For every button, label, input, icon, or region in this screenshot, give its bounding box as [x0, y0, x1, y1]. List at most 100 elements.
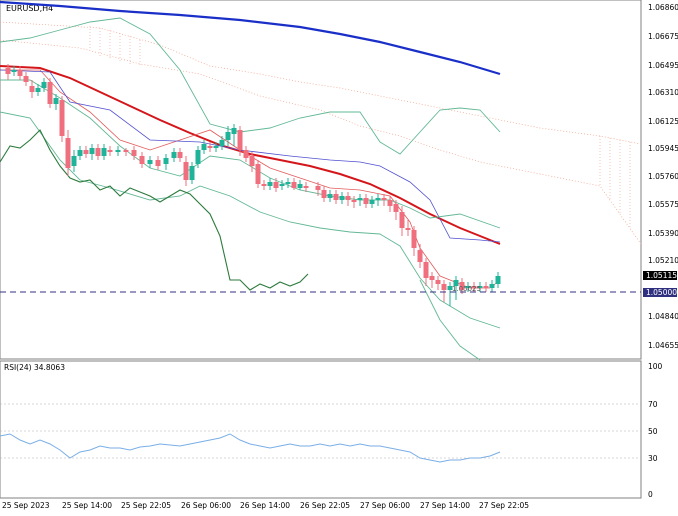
candle-body [231, 128, 237, 134]
ichimoku-cloud-hatch [89, 26, 631, 228]
candle-body [255, 164, 261, 184]
symbol-label: EURUSD,H4 [6, 4, 53, 13]
price-tick: 1.05575 [648, 200, 678, 209]
candle-body [177, 152, 183, 158]
rsi-title: RSI(24) 34.8063 [4, 363, 65, 372]
candle-body [77, 150, 83, 156]
candle-body [495, 276, 501, 284]
candle-body [261, 184, 267, 186]
candle-body [351, 200, 357, 202]
candle-body [441, 284, 447, 290]
candle-body [321, 190, 327, 198]
price-axis: 1.06860 1.06675 1.06495 1.06310 1.06125 … [452, 3, 678, 350]
candle-body [339, 196, 345, 200]
candle-body [399, 212, 405, 228]
time-tick: 26 Sep 06:00 [181, 501, 231, 510]
candle-body [171, 152, 177, 158]
candle-body [267, 182, 273, 186]
chikou-line [0, 129, 309, 291]
candle-body [131, 150, 137, 156]
candle-body [123, 150, 129, 152]
rsi-tick: 50 [648, 427, 658, 436]
price-tick: 1.05945 [648, 144, 678, 153]
candle-body [53, 98, 59, 104]
ma-fast-line [0, 69, 501, 289]
rsi-tick: 100 [648, 362, 663, 371]
current-price-box [643, 271, 677, 280]
candle-body [41, 82, 47, 88]
candle-body [101, 148, 107, 156]
candle-body [333, 194, 339, 200]
candle-body [29, 86, 35, 92]
ma-mid-line [0, 65, 501, 245]
candle-body [163, 158, 169, 164]
candle-body [315, 186, 321, 190]
candle-body [17, 70, 23, 76]
ichimoku-cloud [0, 21, 642, 245]
candle-body [183, 162, 189, 180]
candle-body [65, 138, 71, 168]
price-tick: 1.06675 [648, 32, 678, 41]
time-tick: 25 Sep 22:05 [121, 501, 171, 510]
candle-body [381, 198, 387, 200]
candle-body [195, 150, 201, 164]
candle-body [393, 204, 399, 212]
candle-body [273, 182, 279, 188]
price-tick: 1.06495 [648, 61, 678, 70]
candle-body [411, 230, 417, 248]
time-tick: 26 Sep 14:00 [240, 501, 290, 510]
price-tick: 1.04840 [648, 312, 678, 321]
price-tick: 1.06125 [648, 117, 678, 126]
candle-body [115, 150, 121, 152]
price-tick: 1.04655 [648, 341, 678, 350]
candle-body [357, 198, 363, 200]
time-tick: 26 Sep 22:05 [300, 501, 350, 510]
candle-body [291, 182, 297, 188]
candle-body [207, 146, 213, 148]
candle-body [237, 130, 243, 150]
candle-body [285, 182, 291, 184]
time-tick: 25 Sep 14:00 [62, 501, 112, 510]
price-panel[interactable]: EURUSD,H4 [0, 0, 678, 361]
candle-body [279, 184, 285, 186]
candle-body [327, 194, 333, 198]
candle-body [189, 166, 195, 180]
candle-body [71, 156, 77, 166]
candle-body [59, 100, 65, 136]
price-tick: 1.05760 [648, 172, 678, 181]
rsi-tick: 30 [648, 454, 658, 463]
kijun-line [0, 69, 501, 243]
candle-body [107, 150, 113, 152]
candle-body [459, 282, 465, 290]
rsi-panel[interactable]: RSI(24) 34.8063 100 70 50 30 0 [0, 360, 663, 499]
candle-body [387, 200, 393, 206]
candle-body [477, 286, 483, 288]
price-panel-frame [0, 0, 642, 360]
candle-body [405, 228, 411, 230]
time-tick: 27 Sep 14:00 [420, 501, 470, 510]
candle-body [147, 160, 153, 164]
candle-body [23, 76, 29, 82]
candle-body [303, 186, 309, 188]
candle-body [363, 198, 369, 204]
candle-body [453, 280, 459, 286]
candle-body [429, 276, 435, 280]
time-axis: 25 Sep 2023 25 Sep 14:00 25 Sep 22:05 26… [0, 497, 641, 510]
candle-body [471, 286, 477, 288]
candle-body [465, 286, 471, 288]
candles [5, 64, 501, 306]
candle-body [225, 132, 231, 140]
candle-body [483, 286, 489, 288]
candle-body [375, 198, 381, 200]
price-tick: 1.06860 [648, 3, 678, 12]
candle-body [201, 144, 207, 150]
symbol-label-bg [4, 3, 84, 13]
price-tick: 1.05210 [648, 256, 678, 265]
candle-body [139, 156, 145, 164]
candle-body [83, 150, 89, 154]
rsi-tick: 0 [648, 490, 653, 499]
candle-body [95, 148, 101, 156]
price-tick: 1.06310 [648, 88, 678, 97]
candle-body [155, 160, 161, 166]
